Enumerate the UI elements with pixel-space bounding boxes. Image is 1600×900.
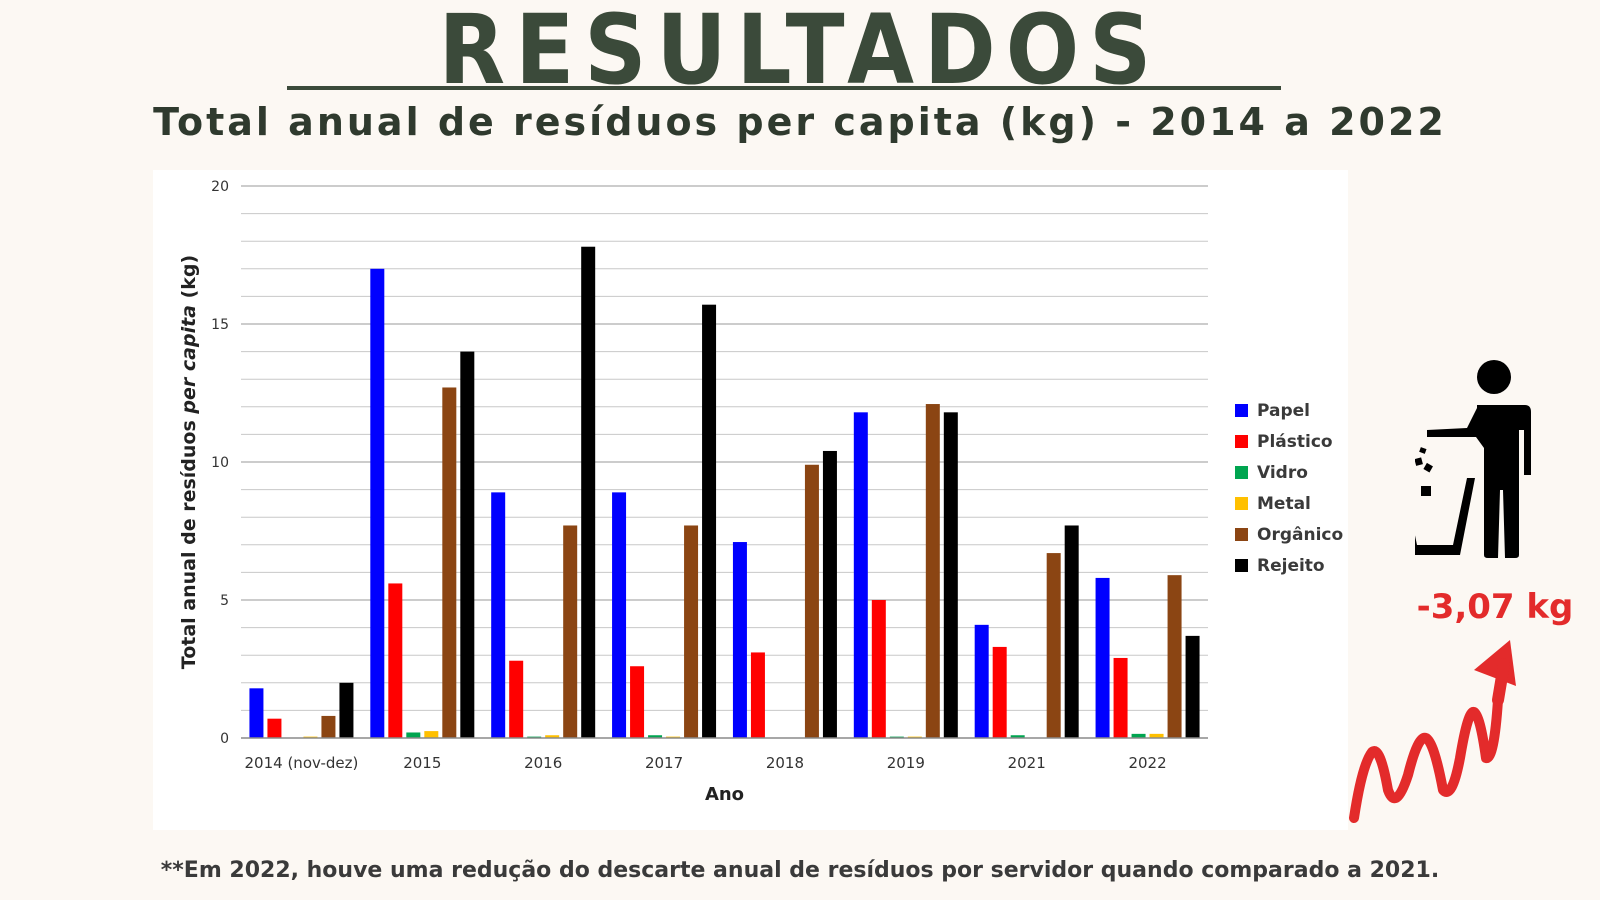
legend-label: Rejeito <box>1257 556 1325 576</box>
bar-papel <box>1095 577 1110 738</box>
bar-papel <box>974 624 989 738</box>
y-tick-label: 0 <box>220 731 229 747</box>
zigzag-arrow-up-icon <box>1349 640 1516 823</box>
x-tick-label: 2016 <box>524 754 562 772</box>
bar-papel <box>612 492 627 738</box>
x-tick-label: 2017 <box>645 754 683 772</box>
bar-rejeito <box>1185 635 1200 738</box>
y-tick-label: 5 <box>220 593 229 609</box>
y-tick-label: 10 <box>211 455 229 471</box>
bar-plástico <box>388 583 403 738</box>
person-trash-icon <box>1415 360 1531 558</box>
legend-swatch <box>1235 404 1248 417</box>
bar-plástico <box>509 660 524 738</box>
bar-orgânico <box>1167 575 1182 738</box>
legend-swatch <box>1235 435 1248 448</box>
bar-plástico <box>871 600 886 738</box>
bar-plástico <box>267 718 282 738</box>
legend-swatch <box>1235 466 1248 479</box>
bar-plástico <box>630 666 645 738</box>
bar-vidro <box>1131 733 1146 738</box>
bar-metal <box>545 735 560 738</box>
bar-orgânico <box>1046 553 1061 738</box>
bar-orgânico <box>321 715 336 738</box>
bar-rejeito <box>943 412 958 738</box>
bar-orgânico <box>442 387 457 738</box>
bar-rejeito <box>822 450 837 738</box>
x-tick-label: 2015 <box>403 754 441 772</box>
bar-papel <box>853 412 868 738</box>
title-rule <box>287 86 1281 90</box>
bar-rejeito <box>460 351 475 738</box>
bar-rejeito <box>581 246 596 738</box>
x-tick-label: 2021 <box>1008 754 1046 772</box>
bar-orgânico <box>925 404 940 738</box>
bar-orgânico <box>563 525 578 738</box>
bar-rejeito <box>702 304 717 738</box>
x-axis-label: Ano <box>705 784 744 805</box>
bar-chart: 0 5 10 15 20 Total anual de resíduos per capi… <box>178 179 1343 805</box>
bar-vidro <box>648 735 663 738</box>
chart-panel: 0 5 10 15 20 Total anual de resíduos per capi… <box>153 170 1348 830</box>
legend-label: Vidro <box>1257 463 1308 483</box>
y-axis-label-italic: per capita <box>178 305 200 415</box>
bar-papel <box>732 542 747 738</box>
legend-swatch <box>1235 528 1248 541</box>
bar-papel <box>370 268 385 738</box>
y-tick-label: 15 <box>211 317 229 333</box>
bar-plástico <box>1113 657 1128 738</box>
legend-swatch <box>1235 559 1248 572</box>
y-axis-label: Total anual de resíduos per capita (kg) <box>178 255 200 669</box>
bar-papel <box>491 492 506 738</box>
y-axis-label-part: (kg) <box>178 255 200 305</box>
bar-papel <box>249 688 264 738</box>
y-tick-label: 20 <box>211 179 229 195</box>
bar-orgânico <box>684 525 699 738</box>
bar-plástico <box>750 652 765 738</box>
legend-label: Papel <box>1257 401 1310 421</box>
x-tick-label: 2022 <box>1128 754 1166 772</box>
legend-swatch <box>1235 497 1248 510</box>
x-tick-label: 2019 <box>887 754 925 772</box>
x-tick-label: 2018 <box>766 754 804 772</box>
legend-label: Plástico <box>1257 432 1333 452</box>
bar-rejeito <box>339 682 354 738</box>
y-axis-label-part: Total anual de resíduos <box>178 414 200 670</box>
bar-metal <box>424 731 439 738</box>
bar-orgânico <box>804 464 819 738</box>
bar-plástico <box>992 646 1007 738</box>
bar-metal <box>1149 733 1164 738</box>
x-tick-label: 2014 (nov-dez) <box>245 754 359 772</box>
footnote: **Em 2022, houve uma redução do descarte… <box>160 858 1440 883</box>
legend-label: Metal <box>1257 494 1311 514</box>
bar-vidro <box>406 732 421 738</box>
page-title: RESULTADOS <box>438 0 1162 106</box>
reduction-callout: -3,07 kg <box>1416 587 1574 627</box>
legend-label: Orgânico <box>1257 525 1343 545</box>
page-subtitle: Total anual de resíduos per capita (kg) … <box>153 100 1447 144</box>
bar-rejeito <box>1064 525 1079 738</box>
bar-vidro <box>1010 735 1025 738</box>
